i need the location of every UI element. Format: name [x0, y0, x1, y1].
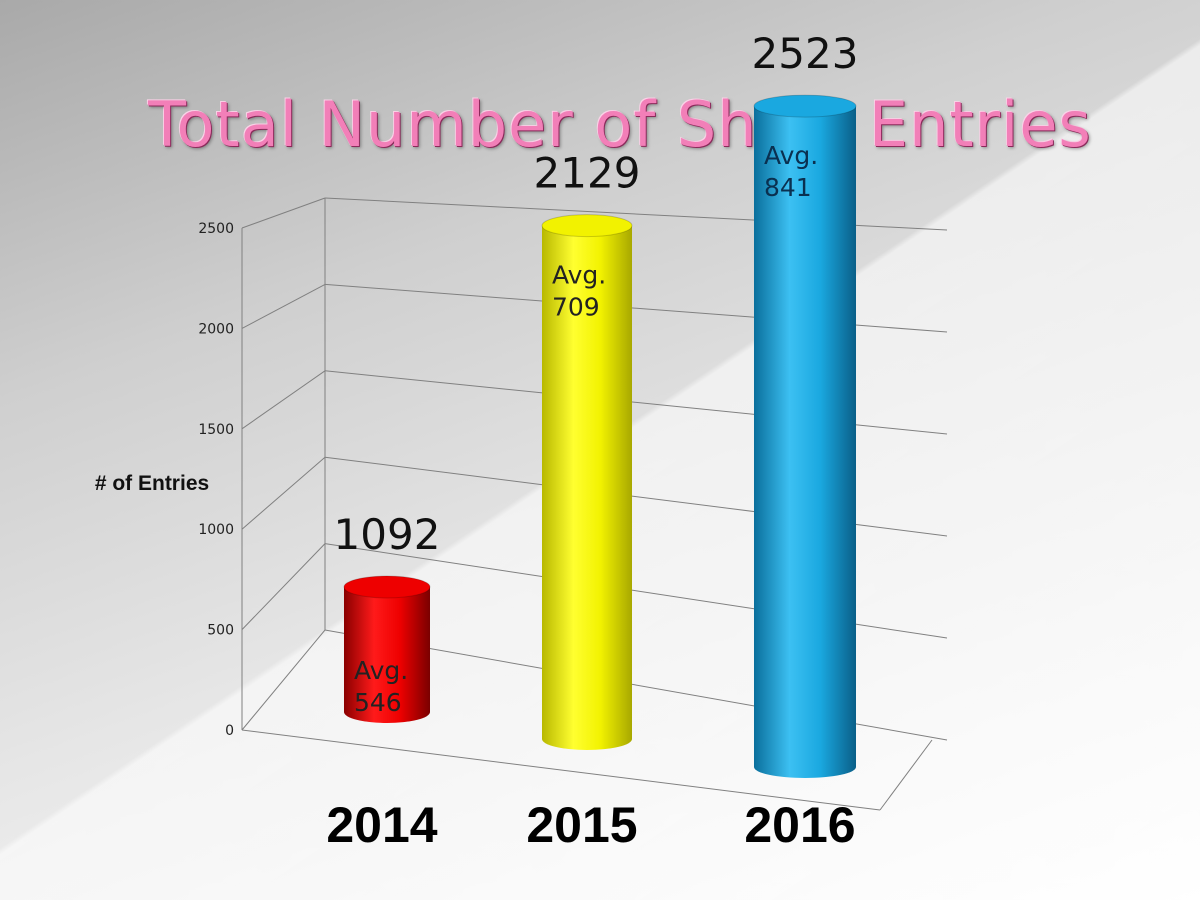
y-tick-label: 500 [207, 623, 234, 639]
bar-body [344, 587, 430, 723]
bar-body [754, 106, 856, 778]
avg-annotation-prefix: Avg. [552, 261, 606, 290]
data-label: 2523 [752, 29, 859, 78]
bar-2015 [541, 214, 633, 750]
grid-line-side [241, 543, 326, 630]
y-tick-label: 1500 [198, 422, 234, 438]
avg-annotation-value: 546 [354, 688, 402, 717]
grid-line-side [241, 456, 326, 530]
y-axis-label: # of Entries [95, 472, 209, 495]
bar-top-cap [541, 214, 633, 238]
y-tick-label: 2000 [198, 321, 234, 337]
chart-title: Total Number of Show Entries [148, 88, 1092, 161]
bar-2016 [753, 94, 857, 778]
grid-line-side [241, 197, 326, 229]
avg-annotation-value: 841 [764, 173, 812, 202]
bar-2014 [343, 575, 431, 723]
avg-annotation-value: 709 [552, 293, 600, 322]
data-label: 2129 [534, 149, 641, 198]
avg-annotation-prefix: Avg. [354, 656, 408, 685]
x-category-label: 2016 [744, 797, 855, 853]
y-tick-label: 2500 [198, 221, 234, 237]
x-category-label: 2014 [326, 797, 437, 853]
bar-top-cap [343, 575, 431, 599]
data-label: 1092 [334, 510, 441, 559]
x-axis-categories: 2014 2015 2016 [326, 797, 855, 853]
y-axis-ticks: 0 500 1000 1500 2000 2500 [198, 221, 234, 739]
grid-line-side [241, 629, 326, 731]
bar-body [542, 225, 632, 750]
floor-front-edge [241, 729, 881, 811]
y-tick-label: 0 [225, 723, 234, 739]
x-category-label: 2015 [526, 797, 637, 853]
floor-right-edge [879, 739, 933, 811]
grid-line-side [241, 283, 326, 329]
avg-annotation-prefix: Avg. [764, 141, 818, 170]
bars [343, 94, 857, 778]
data-labels: 1092 Avg. 546 2129 Avg. 709 2523 Avg. 841 [334, 29, 859, 717]
y-tick-label: 1000 [198, 522, 234, 538]
grid-line-side [241, 370, 326, 430]
bar-top-cap [753, 94, 857, 118]
